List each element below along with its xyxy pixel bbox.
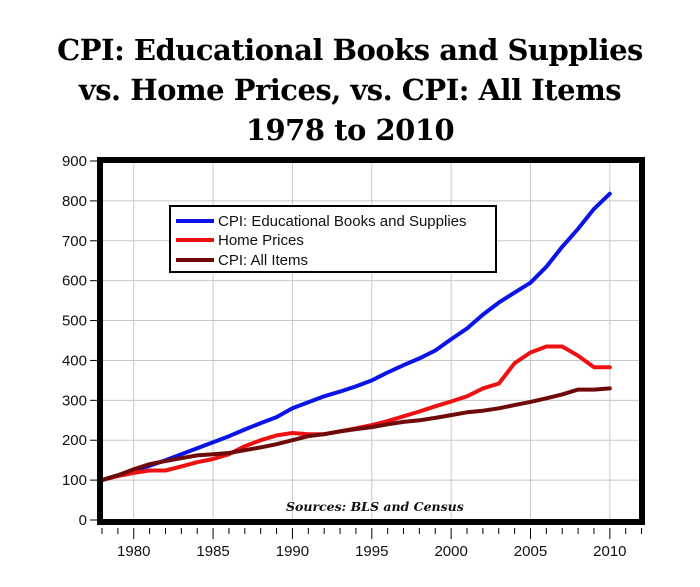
y-tick-label: 0 <box>79 512 87 529</box>
source-note: Sources: BLS and Census <box>286 499 464 514</box>
data-series <box>100 191 612 483</box>
y-tick-label: 900 <box>62 153 87 170</box>
y-tick-label: 100 <box>62 472 87 489</box>
x-tick-label: 2000 <box>434 543 467 560</box>
y-tick-label: 500 <box>62 313 87 330</box>
grid-lines <box>100 160 642 522</box>
y-tick-label: 700 <box>62 233 87 250</box>
legend-label-cpi-all: CPI: All Items <box>218 252 308 269</box>
chart-title-line-3: 1978 to 2010 <box>245 113 455 147</box>
legend-label-edu-books: CPI: Educational Books and Supplies <box>218 213 467 230</box>
x-tick-label: 1985 <box>196 543 229 560</box>
y-tick-label: 200 <box>62 432 87 449</box>
x-tick-label: 1990 <box>276 543 309 560</box>
chart-title-line-1: CPI: Educational Books and Supplies <box>57 33 643 67</box>
chart-title: CPI: Educational Books and Supplies vs. … <box>0 30 700 150</box>
series-line-0 <box>100 191 612 483</box>
x-tick-label: 1980 <box>117 543 150 560</box>
legend-box <box>169 205 497 273</box>
legend-label-home-prices: Home Prices <box>218 232 304 249</box>
y-tick-label: 400 <box>62 352 87 369</box>
y-axis: 0 100 200 300 400 500 600 700 800 900 <box>62 153 97 529</box>
legend: CPI: Educational Books and Supplies Home… <box>169 205 497 273</box>
series-line-2 <box>100 386 612 483</box>
x-axis: 1980 1985 1990 1995 2000 2005 2010 <box>101 528 643 560</box>
y-tick-label: 800 <box>62 193 87 210</box>
plot-frame <box>97 157 645 525</box>
chart-title-line-2: vs. Home Prices, vs. CPI: All Items <box>78 73 622 107</box>
x-tick-label: 2005 <box>514 543 547 560</box>
x-tick-label: 2010 <box>593 543 626 560</box>
y-tick-label: 300 <box>62 392 87 409</box>
x-tick-label: 1995 <box>355 543 388 560</box>
y-tick-label: 600 <box>62 273 87 290</box>
